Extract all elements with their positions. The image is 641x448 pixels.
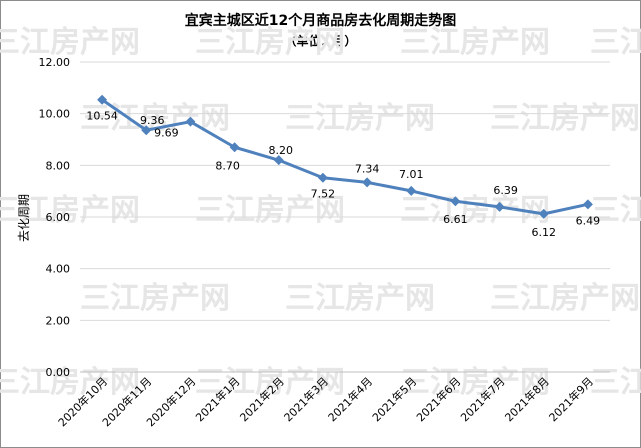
y-tick-label: 12.00: [39, 56, 71, 69]
watermark-text: 三江房产网: [285, 101, 435, 136]
data-label: 9.69: [154, 127, 179, 140]
data-point: [273, 155, 284, 166]
chart-title: 宜宾主城区近12个月商品房去化周期走势图: [184, 13, 457, 29]
data-label: 9.36: [140, 114, 165, 127]
data-point: [185, 116, 196, 127]
data-point: [362, 177, 373, 188]
x-tick-label: 2021年9月: [546, 374, 596, 424]
watermark-text: 三江房产网: [285, 281, 435, 316]
series-layer: [97, 94, 593, 219]
data-label: 8.20: [269, 144, 294, 157]
data-label: 8.70: [215, 159, 240, 172]
data-point: [317, 172, 328, 183]
watermark-text: 三江房产网: [0, 193, 140, 228]
data-point: [494, 201, 505, 212]
data-point: [229, 142, 240, 153]
watermark-text: 三江房产网: [490, 281, 640, 316]
data-labels: 10.54 9.369.69 8.70 8.20 7.52 7.34 7.01 6.61 6.3…: [86, 110, 600, 239]
data-label: 6.12: [532, 226, 557, 239]
watermark-text: 三江房产网: [590, 25, 641, 60]
watermark-text: 三江房产网: [80, 281, 230, 316]
data-label: 6.49: [576, 214, 601, 227]
watermark-text: 三江房产网: [0, 25, 140, 60]
data-point: [538, 208, 549, 219]
watermark-text: 三江房产网: [195, 365, 345, 400]
data-point: [582, 199, 593, 210]
y-tick-label: 4.00: [46, 263, 71, 276]
y-axis-label: 去化周期: [17, 194, 31, 242]
data-point: [141, 125, 152, 136]
watermark-text: 三江房产网: [590, 193, 641, 228]
watermark-text: 三江房产网: [195, 193, 345, 228]
watermark-text: 三江房产网: [590, 365, 641, 400]
y-tick-label: 0.00: [46, 366, 71, 379]
chart-subtitle: （单位：月）: [284, 34, 357, 48]
data-label: 10.54: [86, 110, 118, 123]
watermark-text: 三江房产网: [195, 25, 345, 60]
y-tick-label: 2.00: [46, 314, 71, 327]
series-line: [101, 98, 589, 216]
y-tick-label: 6.00: [46, 211, 71, 224]
data-label: 6.61: [443, 213, 468, 226]
watermark-text: 三江房产网: [400, 25, 550, 60]
data-label: 7.34: [355, 162, 380, 175]
watermark-layer: 三江房产网三江房产网三江房产网三江房产网三江房产网三江房产网三江房产网三江房产网…: [0, 25, 641, 400]
y-tick-label: 8.00: [46, 159, 71, 172]
data-label: 7.01: [399, 168, 424, 181]
watermark-text: 三江房产网: [0, 365, 140, 400]
watermark-text: 三江房产网: [400, 365, 550, 400]
y-tick-label: 10.00: [39, 108, 71, 121]
data-label: 7.52: [311, 188, 336, 201]
data-point: [97, 94, 108, 105]
y-axis-ticks: 0.00 2.00 4.00 6.00 8.00 10.00 12.00: [39, 56, 71, 379]
watermark-text: 三江房产网: [490, 101, 640, 136]
data-point: [450, 196, 461, 207]
data-label: 6.39: [493, 184, 518, 197]
data-point: [406, 185, 417, 196]
gridlines: [80, 61, 610, 373]
